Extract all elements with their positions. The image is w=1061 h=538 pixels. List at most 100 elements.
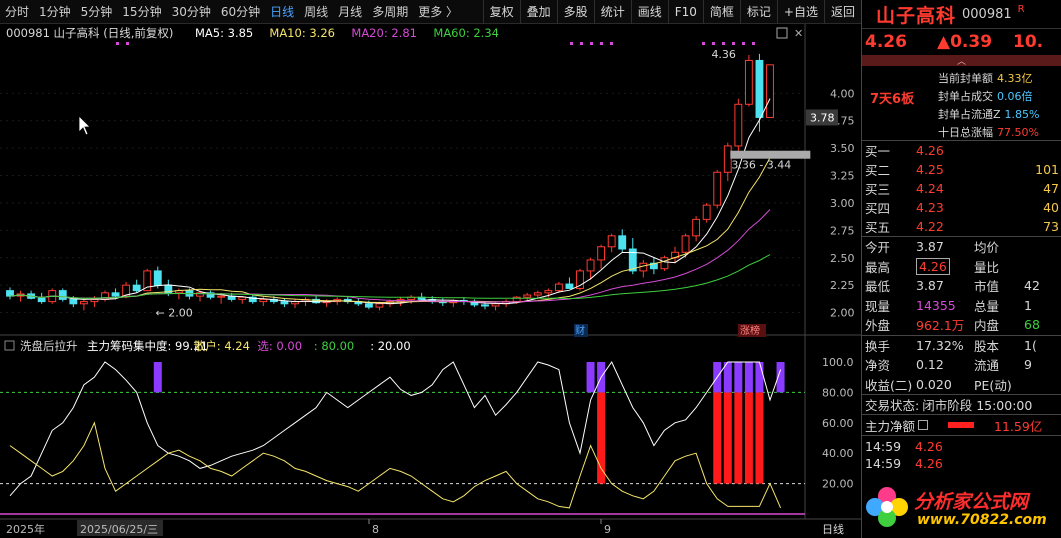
period-tab[interactable]: 周线 — [304, 4, 329, 19]
toolbar-button[interactable]: F10 — [667, 0, 703, 24]
quote-label-2: 市值 — [974, 279, 1000, 295]
order-book-row[interactable]: 买三 4.24 47 — [862, 179, 1061, 198]
quote-table: 今开 3.87 均价 最高 4.26 量比 最低 3.87 市值 42 现量 14355 总量 1 外盘 96… — [862, 236, 1061, 335]
candle-body — [660, 257, 669, 270]
period-tab[interactable]: 分时 — [5, 4, 30, 19]
toolbar-button[interactable]: 标记 — [739, 0, 777, 24]
signal-dot — [570, 42, 573, 45]
period-tab[interactable]: 60分钟 — [220, 4, 261, 19]
list-icon[interactable] — [918, 420, 929, 430]
period-button[interactable]: 日线 — [822, 522, 844, 536]
order-book-row[interactable]: 买五 4.22 73 — [862, 217, 1061, 236]
trade-status-label: 交易状态: — [865, 398, 920, 413]
order-book-row[interactable]: 买四 4.23 40 — [862, 198, 1061, 217]
trade-status-value: 闭市阶段 15:00:00 — [922, 398, 1033, 413]
range-band — [730, 150, 811, 159]
seal-label: 封单占成交 — [938, 90, 993, 103]
quote-label: 外盘 — [865, 318, 891, 334]
toolbar-button[interactable]: 复权 — [482, 0, 520, 24]
fund-label-2: 流通 — [974, 358, 1000, 374]
stock-code: 000981 — [962, 6, 1012, 22]
period-tab[interactable]: 1分钟 — [39, 4, 71, 19]
candle-body — [618, 235, 627, 250]
logo-url: www.70822.com — [917, 512, 1047, 528]
signal-bar-red — [713, 392, 722, 484]
r-badge: R — [1017, 3, 1025, 15]
order-book: 买一 4.26 买二 4.25 101 买三 4.24 47 买四 4.23 40 买五 4.22 73 — [862, 140, 1061, 236]
chart-area[interactable]: 000981 山子高科 (日线,前复权) MA5: 3.85 MA10: 3.26… — [0, 24, 861, 538]
fund-label: 收益(二) — [865, 377, 913, 393]
period-tab[interactable]: 更多 〉 — [418, 4, 459, 19]
event-badge[interactable] — [738, 324, 766, 337]
order-book-row[interactable]: 买二 4.25 101 — [862, 160, 1061, 179]
quote-row: 外盘 962.1万 内盘 68 — [862, 315, 1061, 335]
main-fund-label: 主力净额 — [865, 418, 916, 434]
period-tab[interactable]: 15分钟 — [122, 4, 162, 19]
quote-value: 3.87 — [916, 278, 944, 294]
close-icon[interactable]: ✕ — [794, 27, 803, 40]
event-label: 财 — [575, 324, 585, 337]
event-badge[interactable] — [574, 324, 588, 337]
candle-body — [681, 235, 690, 253]
kline-chart[interactable]: 000981 山子高科 (日线,前复权) MA5: 3.85 MA10: 3.26… — [0, 24, 861, 538]
quote-label: 今开 — [865, 240, 891, 256]
fund-value: 0.12 — [916, 357, 944, 373]
period-tab[interactable]: 月线 — [338, 4, 363, 19]
period-tab[interactable]: 5分钟 — [80, 4, 113, 19]
period-tab[interactable]: 30分钟 — [171, 4, 211, 19]
concentration-line — [9, 360, 782, 497]
expand-button[interactable]: ︿ — [862, 55, 1061, 67]
quote-value-wrap: 962.1万 — [916, 315, 974, 334]
period-tab[interactable]: 日线 — [270, 4, 295, 19]
toolbar-button[interactable]: 画线 — [630, 0, 668, 24]
indicator-legend-item: : 20.00 — [370, 339, 410, 353]
indicator-tick: 40.00 — [822, 447, 854, 460]
candle-body — [101, 292, 109, 300]
order-book-row[interactable]: 买一 4.26 — [862, 141, 1061, 160]
quote-value-wrap: 4.26 — [916, 257, 974, 275]
bid-price: 4.23 — [916, 200, 944, 215]
quote-value-wrap: 3.87 — [916, 278, 974, 293]
period-tab[interactable]: 多周期 — [372, 4, 409, 19]
trade-status: 交易状态: 闭市阶段 15:00:00 — [862, 394, 1061, 414]
tick-time: 14:59 — [865, 456, 902, 471]
candle-body — [69, 298, 78, 305]
fund-label: 净资 — [865, 358, 891, 374]
tick-price: 4.26 — [915, 456, 943, 471]
bid-label: 买一 — [865, 144, 891, 159]
maximize-icon[interactable] — [776, 27, 788, 39]
price-axis: 4.003.753.503.253.002.752.502.252.00 — [0, 87, 855, 320]
fund-value: 0.020 — [916, 376, 952, 392]
seal-row: 封单占成交 0.06倍 — [938, 88, 1033, 104]
signal-bar-purple — [734, 362, 743, 393]
seal-value: 77.50% — [997, 126, 1039, 139]
candle-body — [248, 296, 257, 303]
signal-dot — [712, 42, 715, 45]
candle-body — [238, 296, 247, 300]
candle-body — [481, 304, 489, 307]
toolbar-button[interactable]: 统计 — [593, 0, 631, 24]
limit-up-seal: 7天6板 当前封单额 4.33亿 封单占成交 0.06倍 封单占流通Z 1.85% 十日总涨… — [862, 66, 1061, 140]
fund-label-2: PE(动) — [974, 377, 1012, 393]
signal-bar-purple — [153, 362, 162, 393]
event-label: 涨榜 — [740, 324, 760, 337]
toolbar-button[interactable]: 简框 — [702, 0, 740, 24]
collapse-icon[interactable] — [4, 340, 15, 351]
candle-body — [523, 294, 532, 298]
toolbar-button[interactable]: 叠加 — [519, 0, 557, 24]
quote-value-2: 42 — [1024, 278, 1040, 294]
main-fund-row[interactable]: 主力净额 11.59亿 — [862, 414, 1061, 436]
mouse-cursor-icon — [78, 115, 91, 136]
signal-bar-purple — [723, 362, 732, 393]
price-tick: 2.00 — [830, 307, 855, 320]
toolbar-button[interactable]: +自选 — [776, 0, 824, 24]
limit-up-days: 7天6板 — [870, 92, 915, 107]
candle-body — [723, 145, 732, 173]
toolbar-button[interactable]: 多股 — [556, 0, 594, 24]
quote-row: 最低 3.87 市值 42 — [862, 276, 1061, 296]
stock-name[interactable]: 山子高科 — [876, 4, 957, 27]
quote-label-2: 均价 — [974, 240, 1000, 256]
candle-body — [554, 283, 563, 292]
quote-row: 现量 14355 总量 1 — [862, 296, 1061, 316]
toolbar-button[interactable]: 返回 — [823, 0, 861, 24]
